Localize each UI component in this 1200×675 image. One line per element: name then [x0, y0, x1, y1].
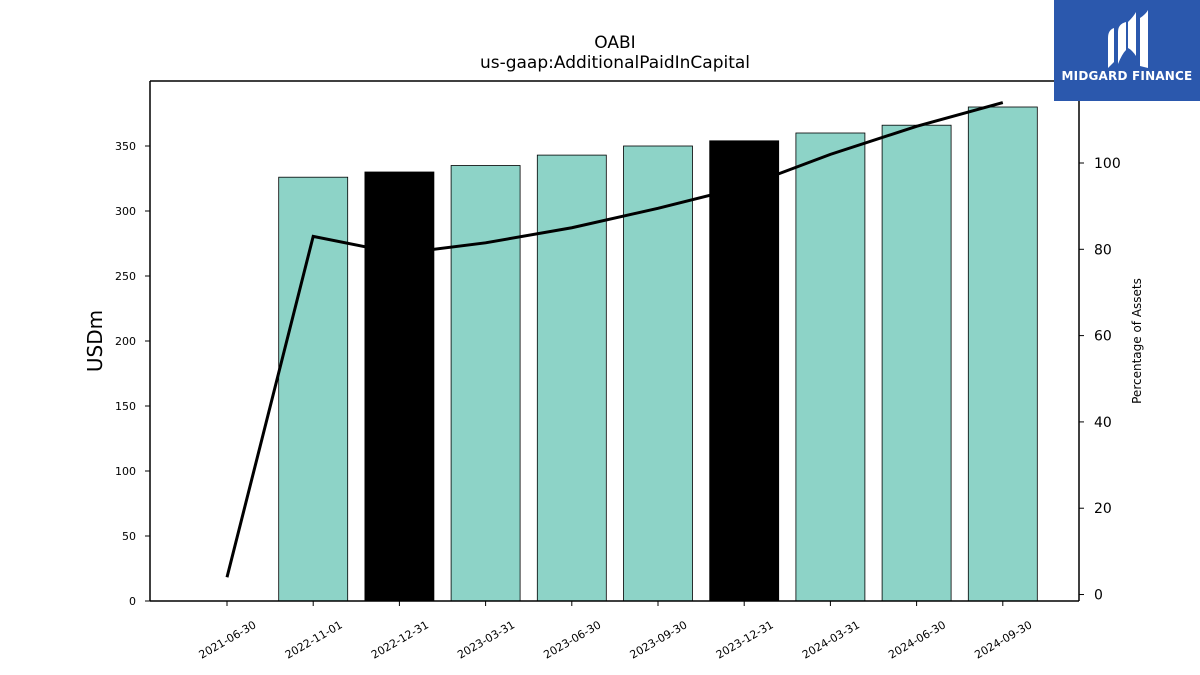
bar	[795, 132, 866, 602]
chart-title: OABI	[594, 33, 635, 53]
bar	[364, 171, 435, 602]
bar	[881, 124, 952, 602]
y-tick-label: 300	[115, 205, 136, 218]
y2-tick-label: 100	[1094, 156, 1121, 172]
x-tick-label: 2024-06-30	[886, 618, 948, 661]
y2-tick-label: 20	[1094, 501, 1112, 517]
x-tick-label: 2024-03-31	[800, 618, 862, 661]
bar	[450, 165, 521, 602]
y2-tick-label: 0	[1094, 588, 1103, 604]
x-tick-label: 2022-11-01	[283, 618, 345, 661]
x-tick-label: 2023-12-31	[714, 618, 776, 661]
x-tick-label: 2022-12-31	[369, 618, 431, 661]
bar	[278, 176, 349, 602]
y-tick-label: 0	[129, 595, 136, 608]
y-tick-label: 50	[122, 530, 136, 543]
bar	[709, 140, 780, 602]
x-tick-label: 2023-03-31	[455, 618, 517, 661]
brand-name: MIDGARD FINANCE	[1061, 69, 1193, 83]
plot-area: 0 50 100 150 200 250 300 350 0 20 40 60 80 100 2021-06…	[115, 80, 1121, 662]
x-tick-label: 2021-06-30	[197, 618, 259, 661]
bar	[967, 106, 1038, 602]
y2-axis-label: Percentage of Assets	[1130, 278, 1144, 404]
y-tick-label: 100	[115, 465, 136, 478]
series-line	[225, 101, 1004, 578]
y-axis-label: USDm	[83, 310, 107, 372]
y-tick-label: 250	[115, 270, 136, 283]
y-tick-label: 350	[115, 140, 136, 153]
midgard-logo-icon	[1108, 10, 1148, 68]
x-tick-label: 2023-09-30	[628, 618, 690, 661]
x-tick-label: 2023-06-30	[541, 618, 603, 661]
y-tick-label: 150	[115, 400, 136, 413]
y2-tick-label: 40	[1094, 415, 1112, 431]
chart-subtitle: us-gaap:AdditionalPaidInCapital	[480, 53, 750, 73]
x-tick-label: 2024-09-30	[972, 618, 1034, 661]
y2-tick-label: 80	[1094, 242, 1112, 258]
y2-tick-label: 60	[1094, 329, 1112, 345]
y-tick-label: 200	[115, 335, 136, 348]
brand-logo: MIDGARD FINANCE	[1054, 0, 1200, 101]
bar	[623, 145, 693, 602]
bar	[536, 154, 607, 602]
